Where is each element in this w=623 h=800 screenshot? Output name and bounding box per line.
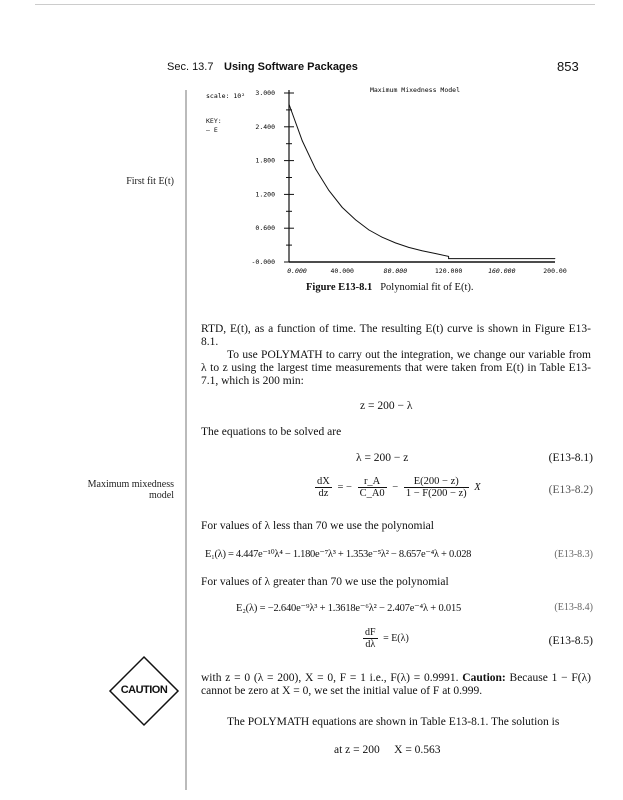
data-point <box>554 258 556 260</box>
eq2-lhs-num: dX <box>315 476 332 488</box>
y-tick-label: 0.600 <box>255 224 275 232</box>
page-number: 853 <box>557 59 579 74</box>
scale-label: scale: 10² <box>206 92 245 100</box>
eq5-rhs: = E(λ) <box>383 632 409 644</box>
eq2-t2-den: 1 − F(200 − z) <box>405 488 467 499</box>
y-tick-label: 1.200 <box>255 190 275 198</box>
data-point <box>288 103 290 105</box>
text: Because 1 − F(λ) cannot be zero at X = 0… <box>201 672 592 697</box>
equation-3: E₁(λ) = 4.447e⁻¹⁰λ⁴ − 1.180e⁻⁷λ³ + 1.353… <box>205 549 472 560</box>
x-tick-label: 200.00 <box>543 267 567 275</box>
x-tick-label: 120.000 <box>435 267 462 275</box>
data-point <box>328 190 330 191</box>
figure-label: Figure E13-8.1 <box>306 282 373 293</box>
section-number: Sec. 13.7 <box>167 61 214 73</box>
margin-note-first-fit: First fit E(t) <box>126 176 174 187</box>
solution: at z = 200 X = 0.563 <box>334 744 441 756</box>
x-tick-label: 0.000 <box>287 267 307 275</box>
data-point <box>355 219 356 221</box>
equation-number: (E13-8.1) <box>548 452 593 464</box>
equation-z: z = 200 − λ <box>360 400 413 412</box>
eq2-t1-den: C_A0 <box>359 488 385 499</box>
legend-title: KEY: <box>206 117 222 125</box>
caution-icon-text: CAUTION <box>120 684 168 696</box>
data-point <box>301 140 303 142</box>
data-point <box>341 206 343 208</box>
paragraph: RTD, E(t), as a function of time. The re… <box>201 323 591 348</box>
top-rule <box>35 4 595 5</box>
equation-4: E₂(λ) = −2.640e⁻⁹λ³ + 1.3618e⁻⁶λ² − 2.40… <box>236 603 462 614</box>
equation-number: (E13-8.5) <box>548 635 593 647</box>
data-point <box>315 168 316 170</box>
data-point <box>421 250 423 252</box>
data-point <box>408 246 410 248</box>
equation-number: (E13-8.2) <box>548 484 593 496</box>
equation-1: λ = 200 − z <box>356 452 409 464</box>
y-tick-label: -0.000 <box>252 258 276 266</box>
x-tick-label: 80.000 <box>384 267 408 275</box>
y-tick-label: 2.400 <box>255 123 275 131</box>
eq2-t2-num: E(200 − z) <box>403 476 469 488</box>
paragraph: For values of λ greater than 70 we use t… <box>201 576 449 588</box>
equation-number: (E13-8.4) <box>554 602 593 613</box>
margin-rule <box>185 90 187 790</box>
data-point <box>381 236 383 238</box>
x-tick-label: 160.000 <box>488 267 515 275</box>
equation-number: (E13-8.3) <box>554 549 593 560</box>
paragraph: For values of λ less than 70 we use the … <box>201 520 434 532</box>
eq2-lhs-den: dz <box>318 488 329 499</box>
margin-note-max-mixedness: Maximum mixedness model <box>87 479 174 501</box>
data-point <box>448 255 449 257</box>
data-point <box>368 229 370 231</box>
y-tick-label: 1.800 <box>255 157 275 165</box>
figure-caption: Figure E13-8.1 Polynomial fit of E(t). <box>306 282 474 293</box>
eq5-num: dF <box>363 627 378 639</box>
data-point <box>448 258 449 260</box>
paragraph: with z = 0 (λ = 200), X = 0, F = 1 i.e.,… <box>201 672 591 698</box>
chart-title: Maximum Mixedness Model <box>370 86 460 94</box>
series-line-E <box>288 104 555 260</box>
paragraph: The equations to be solved are <box>201 426 342 438</box>
equation-5: dF dλ = E(λ) <box>360 627 409 650</box>
paragraph: The POLYMATH equations are shown in Tabl… <box>227 716 560 728</box>
data-point <box>395 242 396 244</box>
y-tick-label: 3.000 <box>255 89 275 97</box>
data-point <box>434 253 436 254</box>
chart: -0.000 0.600 1.200 1.800 2.400 3.000 0.000 40.0… <box>206 86 567 275</box>
eq2-t1-num: r_A <box>357 476 387 488</box>
paragraph: To use POLYMATH to carry out the integra… <box>201 349 591 387</box>
caution-icon: CAUTION <box>108 655 180 727</box>
caution-label: Caution: <box>462 672 506 684</box>
text: with z = 0 (λ = 200), X = 0, F = 1 i.e.,… <box>201 672 463 684</box>
running-title: Using Software Packages <box>224 61 358 73</box>
figure-caption-text: Polynomial fit of E(t). <box>380 282 474 293</box>
legend-entry: — E <box>206 126 218 134</box>
x-tick-label: 40.000 <box>330 267 354 275</box>
equation-2: dX dz = − r_A C_A0 − E(200 − z) 1 − F(200 −… <box>315 476 481 499</box>
eq2-tail: X <box>474 481 481 493</box>
eq5-den: dλ <box>365 639 376 650</box>
